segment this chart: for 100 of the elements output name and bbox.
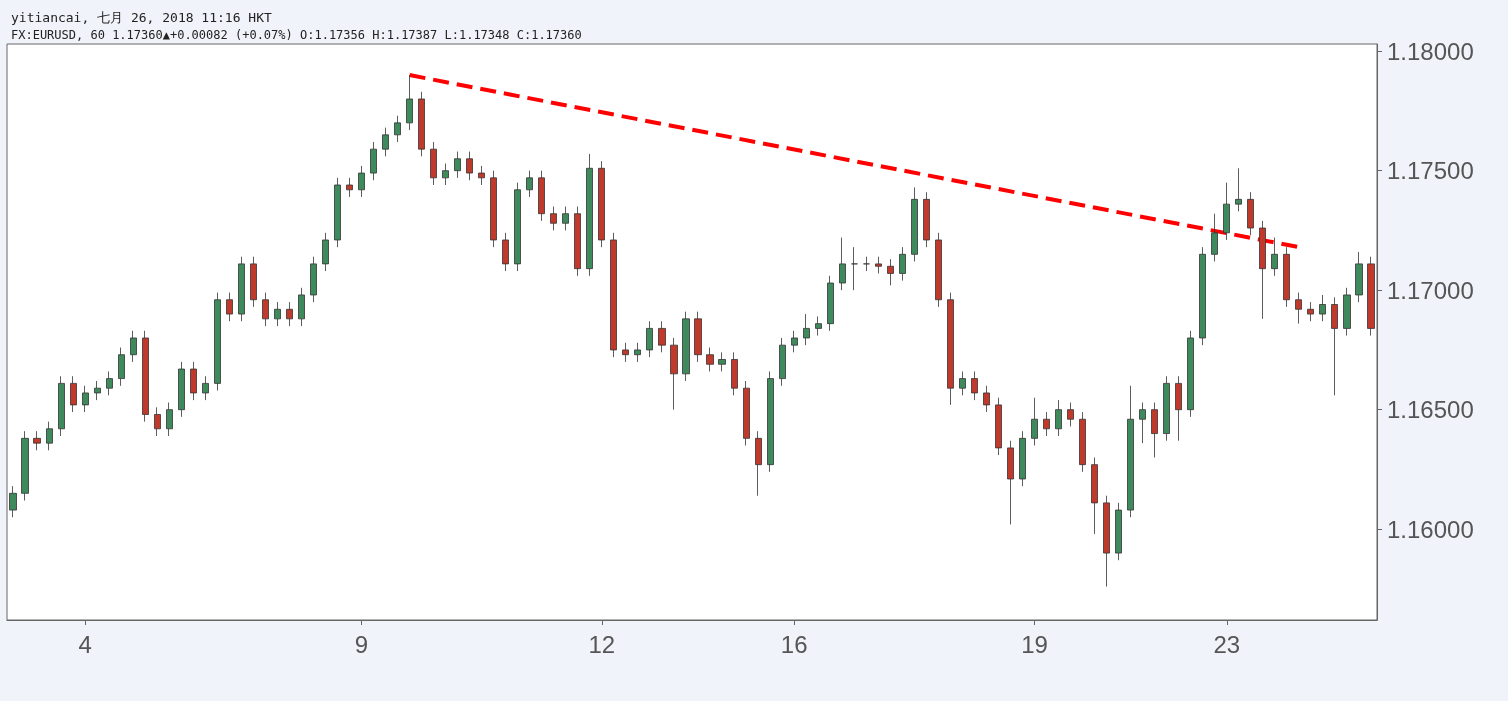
- candlestick: [1355, 251, 1363, 303]
- candlestick: [1103, 495, 1110, 587]
- candlestick: [803, 313, 810, 346]
- candlestick: [214, 292, 221, 391]
- candlestick: [682, 311, 690, 382]
- candlestick: [899, 246, 906, 282]
- candlestick: [382, 127, 389, 157]
- candlestick: [622, 342, 629, 363]
- candlestick: [58, 375, 65, 437]
- candlestick: [815, 316, 822, 336]
- candlestick: [130, 330, 137, 363]
- candlestick: [1187, 330, 1194, 418]
- candlestick: [718, 351, 726, 372]
- candlestick: [310, 256, 317, 303]
- candlestick: [21, 430, 29, 501]
- candlestick: [995, 397, 1002, 456]
- x-tick-label: 9: [354, 630, 369, 658]
- candlestick: [743, 380, 750, 446]
- candlestick: [586, 153, 593, 277]
- chart-subtitle: FX:EURUSD, 60 1.17360▲+0.00082 (+0.07%) O:1.17356 H:1.17387 L:1.17348 C:1.17360: [11, 28, 582, 42]
- candlestick: [70, 375, 77, 413]
- candlestick: [1151, 402, 1158, 458]
- candlestick: [755, 430, 762, 497]
- candlestick: [430, 141, 437, 186]
- candlestick: [610, 232, 617, 358]
- candlestick: [118, 347, 125, 387]
- candlestick: [1055, 399, 1062, 437]
- candlestick: [526, 170, 533, 198]
- candlestick: [839, 237, 846, 291]
- candlestick: [646, 320, 653, 358]
- candlestick: [1367, 256, 1375, 336]
- candlestick: [1295, 292, 1302, 325]
- y-tick-label: 1.18000: [1387, 37, 1474, 65]
- x-tick-label: 23: [1213, 630, 1241, 658]
- candlestick: [1199, 246, 1206, 346]
- candlestick: [346, 177, 353, 198]
- chart-title: yitiancai, 七月 26, 2018 11:16 HKT: [11, 10, 272, 25]
- candlestick: [791, 330, 798, 353]
- candlestick: [1139, 402, 1146, 444]
- candlestick: [1211, 213, 1218, 262]
- candlestick: [959, 371, 966, 396]
- candlestick: [1115, 502, 1122, 561]
- candlestick: [442, 163, 449, 186]
- candlestick: [358, 165, 365, 198]
- candlestick: [262, 292, 269, 327]
- candlestick: [1031, 397, 1038, 446]
- y-tick-label: 1.17000: [1387, 276, 1474, 304]
- candlestick: [178, 361, 185, 418]
- candlestick: [1007, 440, 1014, 525]
- y-tick-label: 1.16500: [1387, 396, 1474, 424]
- candlestick: [1067, 402, 1074, 427]
- candlestick: [334, 177, 341, 248]
- candlestick: [923, 191, 930, 248]
- candlestick: [827, 275, 834, 332]
- x-tick-label: 16: [780, 630, 808, 658]
- candlestick: [106, 371, 113, 396]
- candlestick: [406, 74, 413, 131]
- candlestick: [1271, 237, 1278, 277]
- y-tick-label: 1.17500: [1387, 157, 1474, 185]
- candlestick: [226, 292, 233, 322]
- candlestick: [1259, 220, 1266, 320]
- candlestick: [478, 165, 485, 186]
- candlestick: [694, 311, 702, 363]
- candlestick: [863, 256, 870, 272]
- candlestick: [298, 287, 305, 327]
- candlestick: [1091, 457, 1098, 535]
- candlestick: [490, 170, 497, 248]
- candlestick: [538, 170, 545, 222]
- candlestick: [1283, 246, 1290, 308]
- candlestick: [1043, 411, 1050, 437]
- candlestick: [1343, 287, 1351, 336]
- candlestick: [94, 380, 101, 401]
- x-tick-label: 19: [1021, 630, 1048, 658]
- candlestick: [250, 256, 257, 308]
- candlestick: [274, 301, 281, 327]
- candlestick: [851, 246, 858, 291]
- candlestick: [935, 232, 942, 308]
- candlestick: [550, 206, 557, 231]
- candlestick: [1331, 296, 1338, 396]
- candlestick: [634, 342, 641, 363]
- candlestick: [887, 258, 894, 286]
- candlestick: [706, 347, 714, 372]
- candlestick: [322, 232, 329, 272]
- x-tick-label: 4: [78, 630, 92, 658]
- candlestick: [1079, 411, 1086, 473]
- candlestick: [1127, 385, 1134, 518]
- candlestick: [418, 91, 425, 157]
- candlestick: [658, 320, 666, 353]
- candlestick: [947, 292, 954, 406]
- candlestick: [166, 402, 173, 437]
- candlestick: [767, 371, 774, 473]
- candlestick: [1247, 191, 1254, 236]
- candlestick: [154, 406, 161, 437]
- candlestick: [454, 151, 461, 179]
- candlestick: [1019, 430, 1026, 487]
- candlestick: [983, 385, 990, 413]
- candlestick: [502, 232, 509, 272]
- candlestick: [370, 141, 377, 181]
- candlestick: [1223, 182, 1230, 241]
- candlestick: [779, 337, 786, 387]
